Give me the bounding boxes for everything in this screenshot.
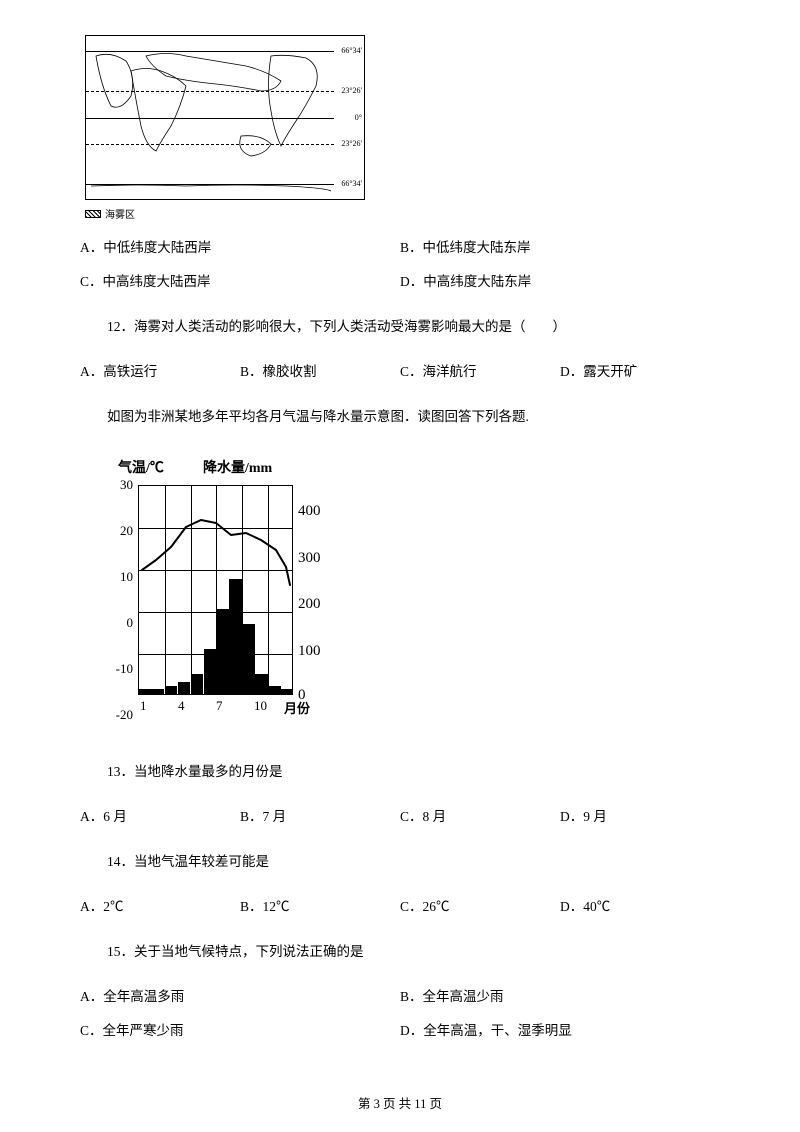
map-legend: 海雾区 — [85, 206, 720, 221]
intro-text: 如图为非洲某地多年平均各月气温与降水量示意图．读图回答下列各题. — [80, 405, 720, 425]
climate-chart: 气温/℃ 降水量/mm 3020100-10-20 4003002001000 … — [108, 455, 353, 735]
lat-label: 23°26' — [341, 139, 362, 148]
option-b: B．中低纬度大陆东岸 — [400, 236, 720, 256]
q15-options-row1: A．全年高温多雨 B．全年高温少雨 — [80, 985, 720, 1005]
q12-options: A．高铁运行 B．橡胶收割 C．海洋航行 D．露天开矿 — [80, 360, 720, 380]
q14-options: A．2℃ B．12℃ C．26℃ D．40℃ — [80, 895, 720, 915]
option-b: B．橡胶收割 — [240, 360, 400, 380]
lat-label: 0° — [355, 113, 362, 122]
month-axis-title: 月份 — [284, 698, 310, 717]
continents-outline — [86, 36, 336, 201]
option-a: A．中低纬度大陆西岸 — [80, 236, 400, 256]
option-d: D．40℃ — [560, 895, 720, 915]
page-footer: 第 3 页 共 11 页 — [0, 1093, 800, 1112]
lat-label: 66°34' — [341, 46, 362, 55]
question-15: 15．关于当地气候特点，下列说法正确的是 — [80, 940, 720, 960]
lat-label: 66°34' — [341, 179, 362, 188]
option-a: A．2℃ — [80, 895, 240, 915]
lat-label: 23°26' — [341, 86, 362, 95]
option-a: A．全年高温多雨 — [80, 985, 400, 1005]
option-c: C．中高纬度大陆西岸 — [80, 270, 400, 290]
option-c: C．全年严寒少雨 — [80, 1019, 400, 1039]
option-c: C．26℃ — [400, 895, 560, 915]
precip-axis-title: 降水量/mm — [203, 457, 272, 477]
option-d: D．9 月 — [560, 805, 720, 825]
q11-options-row1: A．中低纬度大陆西岸 B．中低纬度大陆东岸 — [80, 236, 720, 256]
temp-axis-title: 气温/℃ — [118, 457, 164, 477]
q13-options: A．6 月 B．7 月 C．8 月 D．9 月 — [80, 805, 720, 825]
legend-text: 海雾区 — [105, 206, 135, 221]
option-b: B．12℃ — [240, 895, 400, 915]
legend-swatch — [85, 210, 101, 218]
q11-options-row2: C．中高纬度大陆西岸 D．中高纬度大陆东岸 — [80, 270, 720, 290]
option-a: A．高铁运行 — [80, 360, 240, 380]
option-d: D．露天开矿 — [560, 360, 720, 380]
option-a: A．6 月 — [80, 805, 240, 825]
question-14: 14．当地气温年较差可能是 — [80, 850, 720, 870]
option-d: D．全年高温，干、湿季明显 — [400, 1019, 720, 1039]
option-d: D．中高纬度大陆东岸 — [400, 270, 720, 290]
option-b: B．全年高温少雨 — [400, 985, 720, 1005]
world-map-figure: 66°34' 23°26' 0° 23°26' 66°34' — [85, 35, 365, 200]
question-12: 12．海雾对人类活动的影响很大，下列人类活动受海雾影响最大的是（ ） — [80, 315, 720, 335]
option-b: B．7 月 — [240, 805, 400, 825]
chart-grid — [138, 485, 293, 695]
question-13: 13．当地降水量最多的月份是 — [80, 760, 720, 780]
q15-options-row2: C．全年严寒少雨 D．全年高温，干、湿季明显 — [80, 1019, 720, 1039]
option-c: C．海洋航行 — [400, 360, 560, 380]
option-c: C．8 月 — [400, 805, 560, 825]
